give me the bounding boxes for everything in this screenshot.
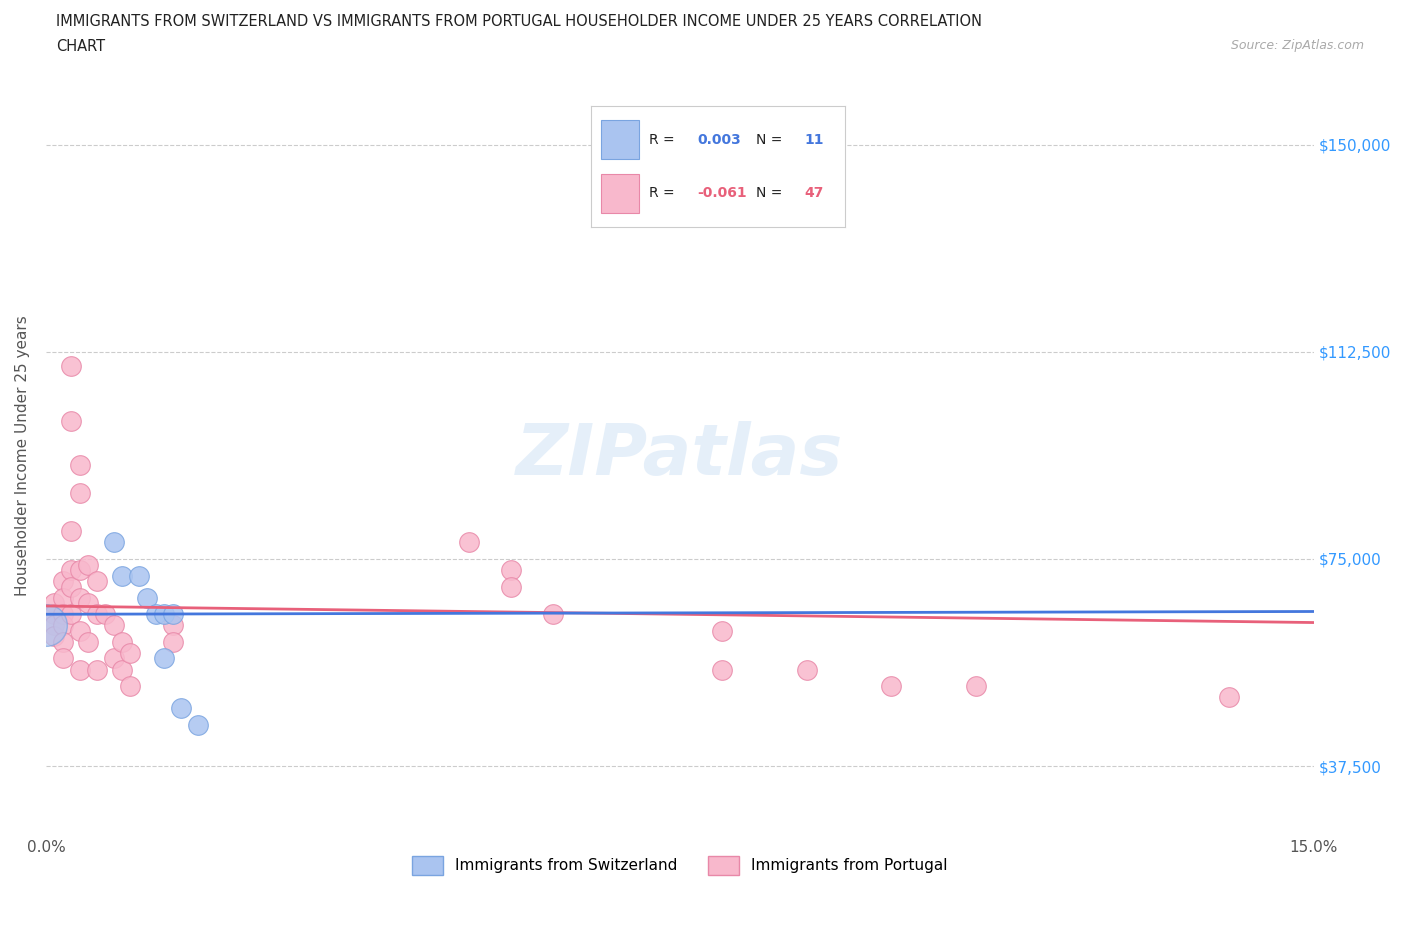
Point [69,623,91,638]
Point [44,606,66,621]
Point [111,662,134,677]
Point [69,591,91,605]
Point [103,651,125,666]
Point [136,591,159,605]
Point [541,606,564,621]
Point [44,596,66,611]
Point [44,618,66,632]
Legend: Immigrants from Switzerland, Immigrants from Portugal: Immigrants from Switzerland, Immigrants … [406,850,953,881]
Point [60,606,83,621]
Point [86,662,108,677]
Point [1218,690,1240,705]
Point [711,662,734,677]
Point [69,662,91,677]
Point [111,634,134,649]
Point [170,701,193,716]
Point [52,574,75,589]
Point [94,606,117,621]
Point [52,591,75,605]
Point [145,606,167,621]
Point [711,623,734,638]
Point [77,596,100,611]
Point [162,634,184,649]
Point [162,606,184,621]
Point [35,618,58,632]
Point [52,651,75,666]
Point [103,618,125,632]
Point [60,563,83,578]
Text: ZIPatlas: ZIPatlas [516,421,844,490]
Point [162,618,184,632]
Point [103,535,125,550]
Point [60,414,83,429]
Point [86,606,108,621]
Point [69,458,91,472]
Point [965,679,987,694]
Point [60,358,83,373]
Point [120,679,142,694]
Point [499,579,522,594]
Point [499,563,522,578]
Point [457,535,479,550]
Y-axis label: Householder Income Under 25 years: Householder Income Under 25 years [15,315,30,596]
Point [153,606,176,621]
Text: CHART: CHART [56,39,105,54]
Point [77,557,100,572]
Point [128,568,150,583]
Point [60,579,83,594]
Point [60,524,83,538]
Text: Source: ZipAtlas.com: Source: ZipAtlas.com [1230,39,1364,52]
Point [86,574,108,589]
Point [187,717,209,732]
Point [796,662,818,677]
Point [52,618,75,632]
Point [77,634,100,649]
Point [52,634,75,649]
Text: IMMIGRANTS FROM SWITZERLAND VS IMMIGRANTS FROM PORTUGAL HOUSEHOLDER INCOME UNDER: IMMIGRANTS FROM SWITZERLAND VS IMMIGRANT… [56,14,983,29]
Point [44,629,66,644]
Point [153,651,176,666]
Point [69,563,91,578]
Point [69,485,91,500]
Point [120,645,142,660]
Point [52,606,75,621]
Point [111,568,134,583]
Point [880,679,903,694]
